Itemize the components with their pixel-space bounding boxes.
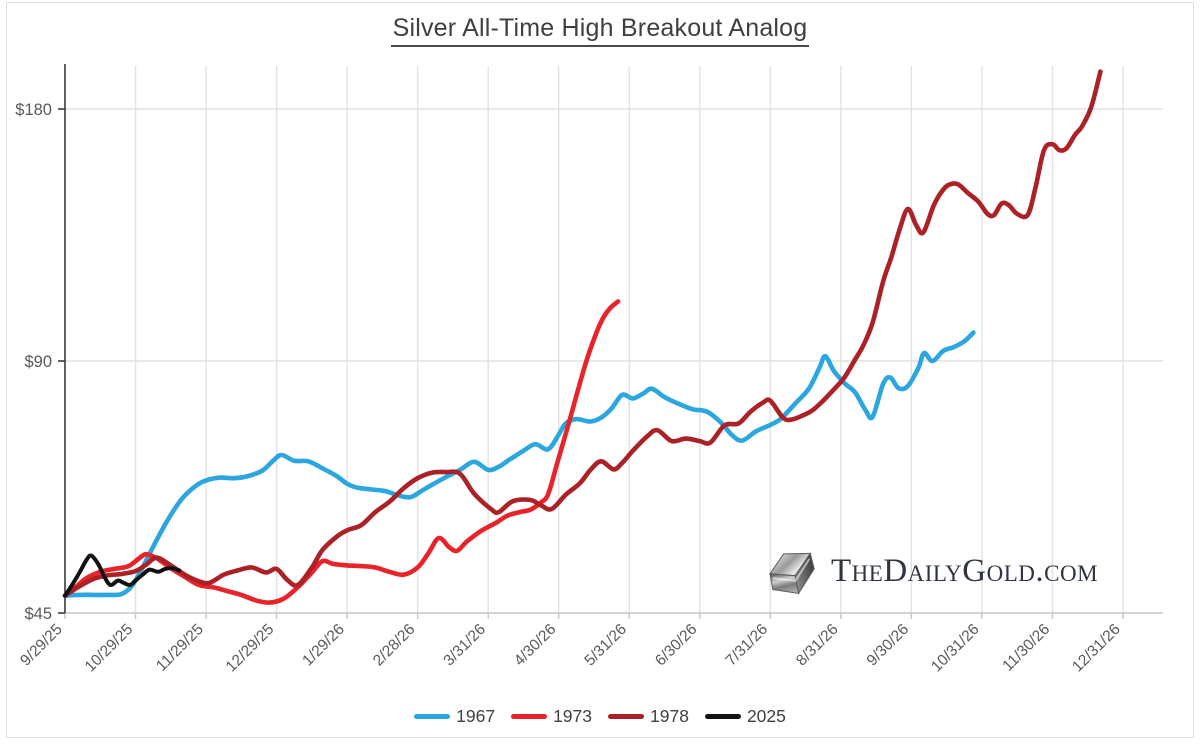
series-line-1967 [62, 330, 976, 598]
legend-swatch-1967 [414, 713, 451, 719]
x-axis-label: 11/29/25 [153, 621, 207, 675]
x-axis-label: 10/29/25 [82, 621, 137, 676]
x-axis-label: 12/29/25 [223, 621, 278, 676]
legend-swatch-1973 [511, 713, 548, 719]
x-axis-label: 4/30/26 [511, 621, 560, 670]
y-axis-label: $180 [15, 101, 52, 119]
legend-label-1978: 1978 [650, 705, 689, 726]
x-axis-label: 3/31/26 [440, 621, 489, 670]
chart-title-text: Silver All-Time High Breakout Analog [390, 14, 810, 47]
chart-legend: 1967 1973 1978 2025 [0, 703, 1200, 729]
legend-label-1973: 1973 [553, 705, 592, 726]
legend-item-2025: 2025 [704, 705, 786, 727]
x-axis-label: 2/28/26 [370, 621, 419, 670]
legend-label-1967: 1967 [456, 705, 496, 726]
legend-item-1967: 1967 [414, 706, 495, 727]
x-axis-label: 9/29/25 [17, 621, 66, 670]
legend-label-2025: 2025 [746, 705, 786, 726]
legend-item-1978: 1978 [608, 706, 689, 727]
x-axis-label: 11/30/26 [999, 621, 1053, 675]
legend-swatch-1978 [608, 713, 644, 719]
chart-title: Silver All-Time High Breakout Analog [0, 14, 1200, 47]
y-axis-label: $45 [24, 605, 52, 623]
x-axis-label: 8/31/26 [793, 621, 842, 670]
x-axis-label: 7/31/26 [723, 621, 772, 670]
watermark-text: TheDailyGold.com [831, 552, 1099, 589]
x-axis-label: 9/30/26 [864, 621, 913, 670]
series-line-1978 [62, 69, 1103, 598]
legend-item-1973: 1973 [511, 706, 592, 727]
x-axis-label: 6/30/26 [652, 621, 701, 670]
legend-swatch-2025 [704, 713, 741, 719]
silver-ingot-icon [769, 552, 815, 595]
watermark: TheDailyGold.com [765, 540, 1165, 602]
x-axis-label: 12/31/26 [1069, 621, 1124, 676]
x-axis-label: 1/29/26 [299, 621, 348, 670]
x-axis-label: 10/31/26 [928, 621, 983, 676]
y-axis-label: $90 [24, 353, 52, 371]
series-line-2025 [63, 553, 182, 598]
x-axis-label: 5/31/26 [581, 621, 630, 670]
